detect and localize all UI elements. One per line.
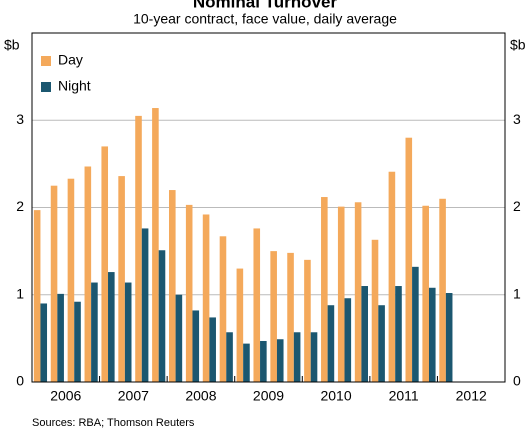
bar (321, 197, 328, 382)
legend-swatch (41, 82, 51, 92)
bar (354, 202, 362, 382)
bar (226, 332, 233, 382)
bar (445, 293, 453, 382)
bar (304, 259, 311, 382)
bar (378, 305, 385, 382)
x-tick-label: 2012 (456, 388, 487, 404)
bar (428, 287, 436, 382)
bar (412, 266, 419, 382)
bar (337, 206, 345, 382)
bar (50, 185, 58, 382)
bar (74, 301, 81, 382)
bar (422, 205, 429, 382)
plot-frame (31, 32, 506, 383)
bar (253, 228, 261, 382)
x-tick-label: 2008 (185, 388, 216, 404)
bar (219, 236, 227, 382)
bar (327, 305, 335, 382)
y-tick-label-right: 3 (513, 111, 521, 127)
bar (91, 282, 98, 382)
bar (101, 146, 109, 382)
bar (33, 210, 41, 382)
bar (361, 286, 368, 382)
x-tick-label: 2011 (389, 388, 419, 404)
bar (124, 282, 132, 382)
legend-label: Day (58, 52, 83, 68)
legend-label: Night (58, 78, 91, 94)
chart-subtitle: 10-year contract, face value, daily aver… (133, 11, 397, 27)
bar (439, 198, 446, 382)
bar (108, 272, 115, 382)
bar (152, 108, 159, 382)
bar (260, 340, 267, 382)
bar (57, 293, 64, 382)
bar (287, 252, 294, 382)
bar (84, 166, 92, 382)
y-unit-left: $b (4, 37, 20, 53)
bar (135, 115, 142, 382)
source: Sources: RBA; Thomson Reuters (32, 417, 195, 429)
bar (118, 176, 125, 382)
bar (310, 332, 318, 382)
y-tick-label-right: 2 (513, 198, 521, 214)
bar (270, 251, 277, 382)
y-tick-label: 2 (16, 198, 24, 214)
y-tick-label: 0 (16, 373, 24, 389)
x-tick-label: 2006 (50, 388, 81, 404)
chart-title: Nominal Turnover (193, 0, 338, 11)
bar (169, 190, 176, 382)
bar (293, 332, 301, 382)
x-tick-label: 2007 (118, 388, 149, 404)
bar (395, 286, 402, 382)
bar (141, 228, 149, 382)
bar (67, 178, 75, 382)
bar (236, 268, 244, 382)
x-tick-label: 2010 (320, 388, 351, 404)
legend-swatch (41, 56, 51, 66)
y-tick-label-right: 1 (513, 285, 521, 301)
bar (202, 214, 210, 382)
bar (158, 250, 166, 382)
bar (40, 303, 48, 382)
x-tick-label: 2009 (253, 388, 284, 404)
bar (276, 339, 284, 382)
y-tick-label: 3 (16, 111, 24, 127)
bar (405, 137, 413, 382)
bar (192, 310, 200, 382)
bar (209, 317, 216, 382)
y-tick-label-right: 0 (513, 373, 521, 389)
bar (371, 239, 379, 382)
y-unit-right: $b (510, 37, 526, 53)
bar (344, 298, 352, 382)
bar (388, 171, 396, 382)
y-tick-label: 1 (16, 285, 24, 301)
bar (175, 294, 183, 382)
bar (243, 343, 250, 382)
bar (185, 204, 193, 382)
